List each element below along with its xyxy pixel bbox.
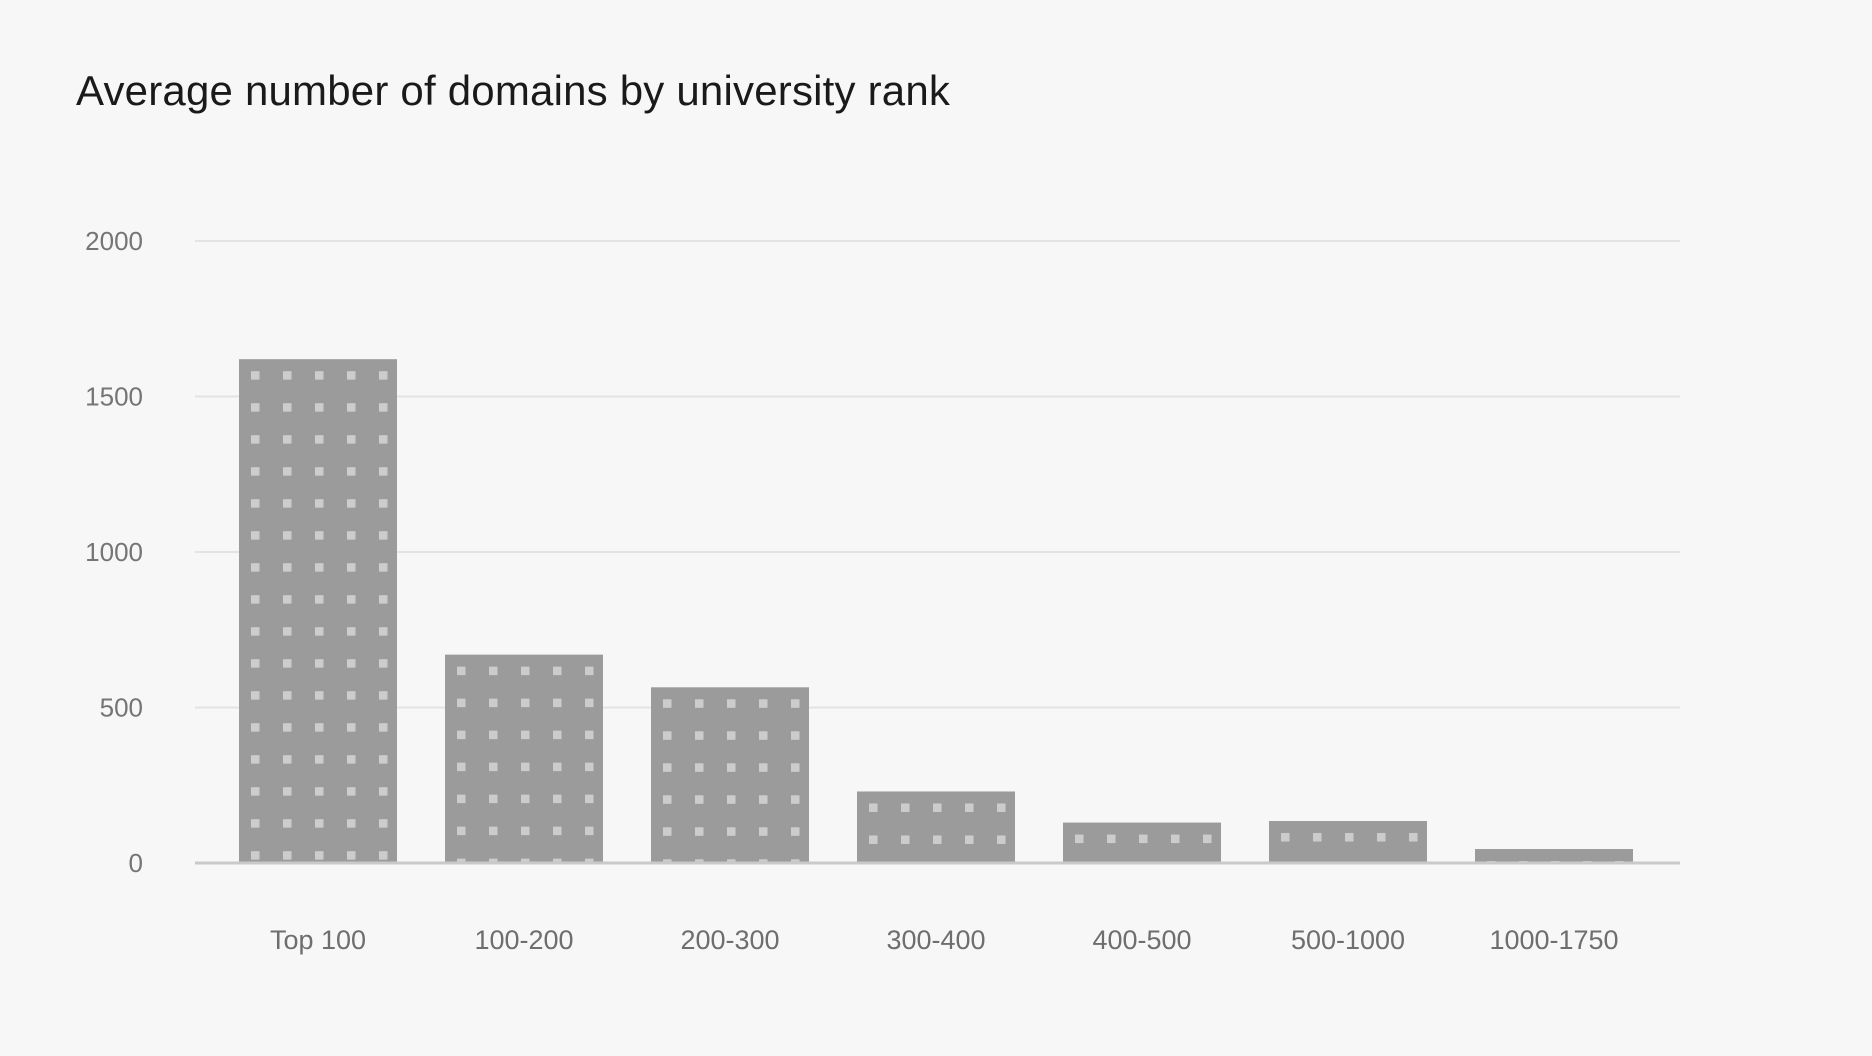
y-tick-label-2000: 2000 xyxy=(85,226,143,256)
y-tick-label-500: 500 xyxy=(100,693,143,723)
bar-400-500 xyxy=(1063,822,1221,863)
bar-top-100 xyxy=(239,359,397,863)
x-category-label-100-200: 100-200 xyxy=(474,925,573,955)
bar-1000-1750 xyxy=(1475,849,1633,863)
x-category-label-1000-1750: 1000-1750 xyxy=(1489,925,1618,955)
x-category-label-300-400: 300-400 xyxy=(886,925,985,955)
x-category-label-400-500: 400-500 xyxy=(1092,925,1191,955)
x-category-label-200-300: 200-300 xyxy=(680,925,779,955)
x-category-label-top-100: Top 100 xyxy=(270,925,366,955)
y-tick-label-0: 0 xyxy=(129,848,143,878)
x-category-label-500-1000: 500-1000 xyxy=(1291,925,1405,955)
y-tick-label-1500: 1500 xyxy=(85,382,143,412)
chart-title: Average number of domains by university … xyxy=(76,67,951,114)
y-tick-label-1000: 1000 xyxy=(85,537,143,567)
bar-200-300 xyxy=(651,687,809,863)
bar-500-1000 xyxy=(1269,821,1427,863)
bar-300-400 xyxy=(857,791,1015,863)
bar-100-200 xyxy=(445,654,603,863)
